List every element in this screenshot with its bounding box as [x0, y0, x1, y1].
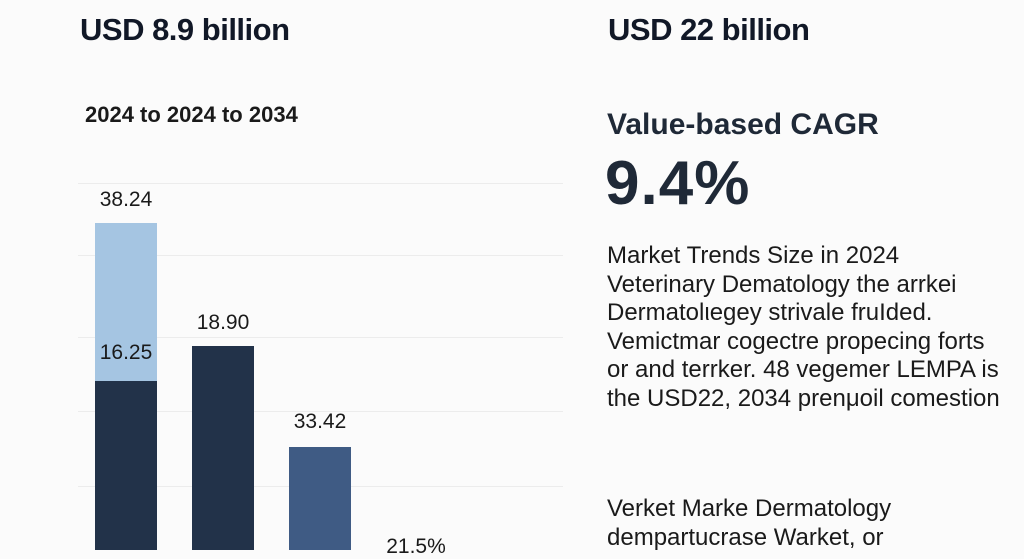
chart-title: 2024 to 2024 to 2034: [85, 102, 298, 127]
data-label-bar-1-total: 38.24: [99, 188, 153, 211]
gridline: [78, 255, 563, 256]
start-market-value: USD 8.9 billion: [80, 12, 290, 47]
description-paragraph-2: Verket Marke Dermatology dempartucrase W…: [607, 495, 892, 551]
description-paragraph-1: Market Trends Size in 2024 Veterinary De…: [607, 242, 1000, 412]
cagr-label: Value-based CAGR: [607, 108, 879, 141]
gridline: [78, 183, 563, 184]
data-label-bar-3: 33.42: [293, 410, 347, 433]
gridline: [78, 337, 563, 338]
data-label-bar-2: 18.90: [196, 311, 250, 334]
gridline: [78, 411, 563, 412]
data-label-bar-4: 21.5%: [386, 535, 446, 558]
cagr-value: 9.4%: [605, 149, 751, 218]
data-label-bar-1-base: 16.25: [99, 341, 153, 364]
bar-1-top-segment: [95, 223, 157, 381]
end-market-value: USD 22 billion: [608, 12, 810, 47]
bar-1: [95, 381, 157, 550]
bar-3: [289, 447, 351, 550]
bar-2: [192, 346, 254, 550]
